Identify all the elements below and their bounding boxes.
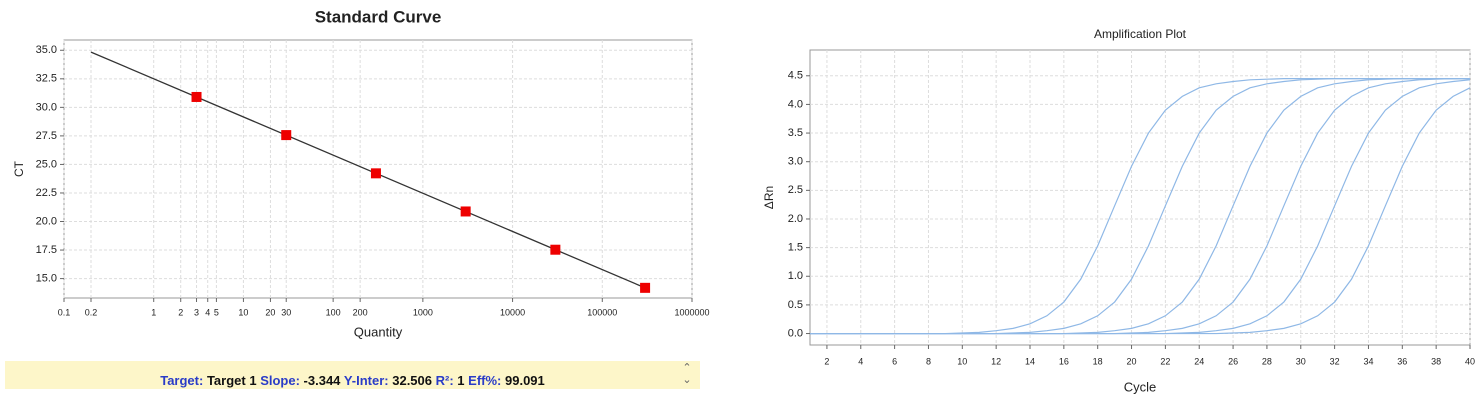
x-tick-label: 2: [824, 356, 829, 366]
y-tick-label: 1.5: [788, 242, 803, 254]
y-tick-label: 30.0: [36, 101, 57, 113]
y-tick-label: 35.0: [36, 44, 57, 56]
y-tick-label: 27.5: [36, 130, 57, 142]
y-tick-label: 25.0: [36, 158, 57, 170]
value: 99.091: [505, 373, 545, 388]
y-tick-label: 3.5: [788, 127, 803, 139]
x-tick-label: 20: [1127, 356, 1137, 366]
x-tick-label: 2: [178, 307, 183, 317]
y-tick-label: 20.0: [36, 215, 57, 227]
x-tick-label: 0.2: [85, 307, 98, 317]
value: -3.344: [303, 373, 341, 388]
chart-title: Standard Curve: [315, 7, 442, 26]
x-tick-label: 14: [1025, 356, 1035, 366]
x-tick-label: 28: [1262, 356, 1272, 366]
x-tick-label: 30: [1296, 356, 1306, 366]
x-tick-label: 30: [281, 307, 291, 317]
y-tick-label: 2.5: [788, 184, 803, 196]
y-tick-label: 32.5: [36, 73, 57, 85]
y-tick-label: 3.0: [788, 156, 803, 168]
x-tick-label: 4: [858, 356, 863, 366]
y-tick-label: 4.0: [788, 98, 803, 110]
x-tick-label: 20: [265, 307, 275, 317]
amplification-curve: [810, 87, 1471, 335]
label: Slope:: [260, 373, 300, 388]
x-tick-label: 40: [1465, 356, 1475, 366]
plot-area: [809, 49, 1471, 346]
label: R²:: [435, 373, 454, 388]
value: 1: [457, 373, 465, 388]
chart-title: Amplification Plot: [1094, 27, 1187, 41]
x-tick-label: 38: [1431, 356, 1441, 366]
x-tick-label: 16: [1059, 356, 1069, 366]
value: 32.506: [392, 373, 432, 388]
data-point: [460, 206, 471, 217]
x-tick-label: 200: [353, 307, 368, 317]
scroll-buttons[interactable]: ⌃ ⌄: [682, 362, 692, 386]
x-tick-label: 34: [1363, 356, 1373, 366]
x-tick-label: 1: [151, 307, 156, 317]
y-tick-label: 22.5: [36, 187, 57, 199]
data-point: [370, 168, 381, 179]
y-tick-label: 0.5: [788, 299, 803, 311]
x-tick-label: 100000: [587, 307, 617, 317]
x-tick-label: 22: [1160, 356, 1170, 366]
y-axis-label: CT: [12, 160, 26, 177]
x-tick-label: 6: [892, 356, 897, 366]
y-tick-label: 2.0: [788, 213, 803, 225]
y-axis-label: ΔRn: [762, 186, 776, 209]
y-tick-label: 4.5: [788, 70, 803, 82]
y-tick-label: 17.5: [36, 244, 57, 256]
x-tick-label: 12: [991, 356, 1001, 366]
label: Eff%:: [468, 373, 502, 388]
y-tick-label: 15.0: [36, 272, 57, 284]
x-tick-label: 4: [205, 307, 210, 317]
x-axis-label: Cycle: [1124, 379, 1157, 394]
data-point: [550, 244, 561, 255]
status-bar: Target: Target 1 Slope: -3.344 Y-Inter: …: [5, 361, 700, 389]
data-point: [640, 282, 651, 293]
x-tick-label: 32: [1330, 356, 1340, 366]
x-tick-label: 3: [194, 307, 199, 317]
x-tick-label: 10: [957, 356, 967, 366]
x-tick-label: 36: [1397, 356, 1407, 366]
value: Target 1: [206, 373, 257, 388]
y-tick-label: 0.0: [788, 327, 803, 339]
data-point: [191, 91, 202, 102]
x-tick-label: 26: [1228, 356, 1238, 366]
x-tick-label: 10000: [500, 307, 525, 317]
label: Y-Inter:: [343, 373, 389, 388]
label: Target:: [160, 373, 204, 388]
x-tick-label: 10: [238, 307, 248, 317]
x-axis-label: Quantity: [354, 324, 403, 339]
x-tick-label: 8: [926, 356, 931, 366]
x-tick-label: 0.1: [58, 307, 71, 317]
data-point: [281, 130, 292, 141]
x-tick-label: 18: [1093, 356, 1103, 366]
x-tick-label: 100: [326, 307, 341, 317]
y-tick-label: 1.0: [788, 270, 803, 282]
x-tick-label: 1000000: [674, 307, 709, 317]
x-tick-label: 24: [1194, 356, 1204, 366]
x-tick-label: 5: [214, 307, 219, 317]
x-tick-label: 1000: [413, 307, 433, 317]
